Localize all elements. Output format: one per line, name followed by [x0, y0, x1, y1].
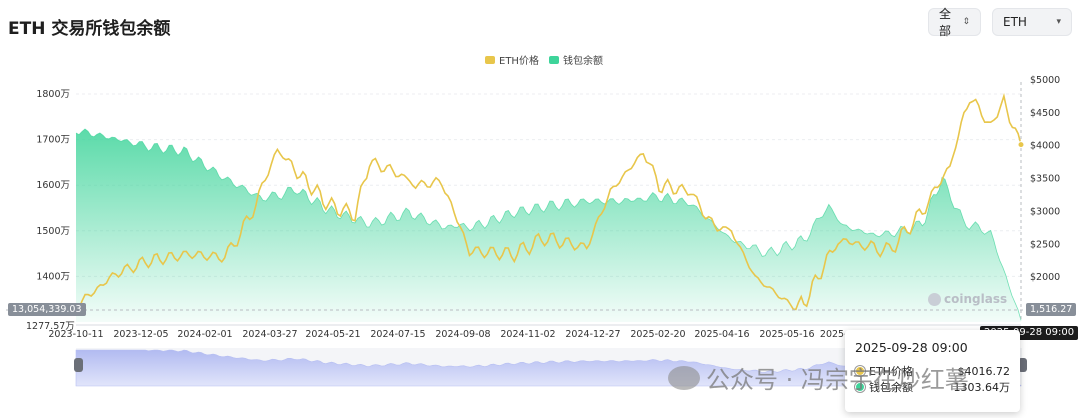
tooltip-label-wallet-balance: 钱包余额 — [869, 381, 913, 394]
watermark-text: coinglass — [944, 292, 1008, 306]
crosshair-point-eth-price — [1017, 141, 1025, 149]
wechat-icon — [668, 365, 700, 390]
legend-swatch-eth-price — [485, 55, 495, 64]
x-tick-label: 2024-11-02 — [500, 329, 555, 340]
crosshair-right-value: 1,516.27 — [1026, 303, 1077, 316]
x-tick-label: 2024-12-27 — [565, 329, 620, 340]
tooltip-label-eth-price: ETH价格 — [869, 365, 913, 378]
x-tick-label: 2025-05-16 — [759, 329, 814, 340]
chart-legend: ETH价格 钱包余额 — [485, 52, 603, 67]
y-right-tick-label: $2500 — [1030, 239, 1060, 250]
range-select[interactable]: 全部 ⇕ — [928, 7, 981, 38]
legend-item-eth-price[interactable]: ETH价格 — [485, 52, 539, 67]
series-wallet-balance-line — [75, 128, 1022, 321]
x-tick-label: 2024-03-27 — [242, 329, 297, 340]
y-right-tick-label: $4000 — [1030, 141, 1060, 152]
crosshair-left-value: 13,054,339.03 — [8, 303, 86, 316]
legend-swatch-wallet-balance — [548, 55, 559, 64]
x-tick-label: 2024-07-15 — [370, 329, 425, 340]
navigator-right-handle[interactable] — [1018, 358, 1027, 372]
y-right-tick-label: $3500 — [1030, 174, 1060, 185]
range-select-value: 全部 — [939, 7, 952, 38]
y-left-tick-label: 1400万 — [36, 271, 70, 282]
y-right-tick-label: $4500 — [1030, 108, 1060, 119]
x-tick-label: 2025-02-20 — [630, 329, 685, 340]
y-right-tick-label: $2000 — [1030, 272, 1060, 283]
tooltip-row-wallet-balance: 钱包余额 1303.64万 — [855, 379, 1010, 395]
tooltip-row-eth-price: ETH价格 $4016.72 — [855, 363, 1010, 379]
coinglass-logo-icon — [928, 292, 941, 306]
y-left-tick-label: 1800万 — [36, 89, 70, 100]
y-left-tick-label: 1500万 — [36, 226, 70, 237]
y-left-tick-label: 1600万 — [36, 180, 70, 191]
wallet-balance-dot-icon — [855, 382, 865, 392]
series-wallet-balance-area — [76, 129, 1021, 322]
tooltip-value-wallet-balance: 1303.64万 — [953, 381, 1011, 394]
legend-label-wallet-balance: 钱包余额 — [562, 56, 603, 67]
x-tick-label: 2024-02-01 — [177, 329, 232, 340]
y-left-tick-label: 1700万 — [36, 135, 70, 146]
x-tick-label: 2025-04-16 — [694, 329, 749, 340]
x-tick-label: 2023-10-11 — [48, 329, 103, 340]
coinglass-watermark: coinglass — [928, 292, 1007, 306]
chevron-down-icon: ▾ — [1056, 17, 1061, 27]
axis-low-label: 1277.57万 — [26, 321, 75, 332]
legend-item-wallet-balance[interactable]: 钱包余额 — [548, 52, 603, 67]
page-title: ETH 交易所钱包余额 — [8, 19, 171, 39]
social-watermark: 公众号 · 冯宗宇在炒红薯 — [668, 360, 969, 395]
x-tick-label: 2023-12-05 — [113, 329, 168, 340]
y-right-tick-label: $3000 — [1030, 206, 1060, 217]
navigator-left-handle[interactable] — [74, 358, 83, 372]
x-tick-label: 2024-05-21 — [305, 329, 360, 340]
social-watermark-text: 公众号 · 冯宗宇在炒红薯 — [706, 366, 969, 394]
series-eth-price-line — [75, 92, 1022, 311]
tooltip-date: 2025-09-28 09:00 — [855, 340, 968, 355]
y-right-tick-label: $5000 — [1030, 75, 1060, 86]
legend-label-eth-price: ETH价格 — [499, 56, 539, 67]
tooltip-value-eth-price: $4016.72 — [957, 364, 1011, 378]
updown-chevron-icon: ⇕ — [962, 17, 970, 27]
eth-price-dot-icon — [855, 366, 865, 376]
chart-tooltip: 2025-09-28 09:00 ETH价格 $4016.72 钱包余额 130… — [845, 330, 1020, 412]
asset-select[interactable]: ETH ▾ — [992, 8, 1072, 36]
asset-select-value: ETH — [1003, 15, 1027, 29]
x-tick-label: 2024-09-08 — [435, 329, 490, 340]
